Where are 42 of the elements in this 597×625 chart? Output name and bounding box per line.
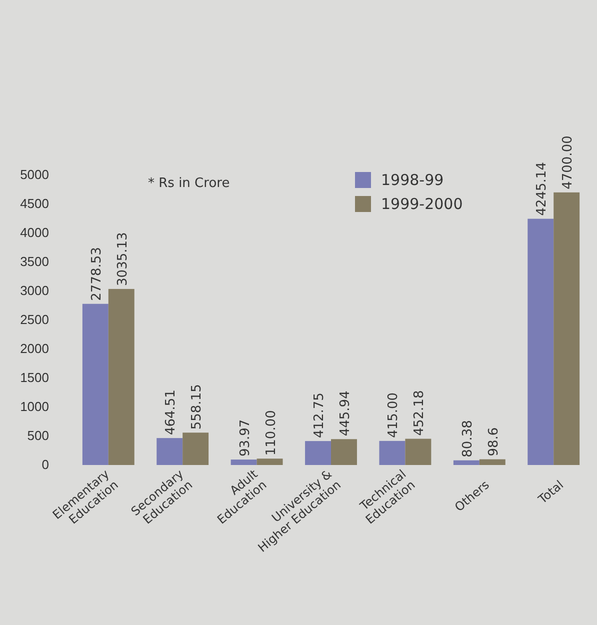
data-label: 558.15 — [190, 384, 205, 430]
bar — [528, 218, 554, 465]
data-label: 4245.14 — [534, 162, 550, 216]
y-tick-label: 500 — [27, 428, 49, 444]
legend-label: 1998-99 — [381, 171, 444, 189]
data-label: 110.00 — [264, 410, 279, 456]
data-label: 452.18 — [412, 390, 428, 436]
bar — [256, 458, 283, 465]
y-tick-label: 1000 — [20, 399, 49, 414]
data-label: 80.38 — [460, 420, 476, 458]
data-label: 3035.13 — [115, 232, 130, 286]
y-tick-label: 1500 — [20, 370, 49, 386]
bar — [182, 432, 209, 465]
bar — [479, 459, 506, 465]
bar — [156, 438, 183, 465]
y-tick-label: 3500 — [20, 254, 49, 270]
y-tick-label: 4000 — [20, 225, 49, 240]
bar — [82, 304, 108, 465]
data-label: 445.94 — [338, 390, 353, 436]
annotation: * Rs in Crore — [148, 176, 230, 191]
data-label: 412.75 — [312, 392, 328, 438]
bar — [405, 438, 432, 465]
bar — [379, 440, 406, 465]
bar — [230, 460, 257, 465]
y-tick-label: 2500 — [20, 312, 49, 328]
data-label: 2778.53 — [89, 247, 104, 301]
legend-label: 1999-2000 — [381, 195, 463, 213]
data-label: 415.00 — [386, 392, 402, 438]
y-tick-label: 5000 — [20, 167, 49, 182]
data-label: 4700.00 — [560, 136, 576, 190]
y-tick-label: 2000 — [20, 341, 49, 356]
data-label: 464.51 — [164, 390, 179, 436]
y-tick-label: 3000 — [20, 283, 49, 298]
bar — [305, 441, 331, 465]
bar — [453, 460, 480, 465]
data-label: 98.6 — [486, 427, 502, 456]
bar — [108, 288, 134, 465]
bar — [554, 192, 580, 465]
y-tick-label: 4500 — [20, 196, 49, 212]
bar — [331, 439, 357, 465]
y-tick-label: 0 — [42, 457, 49, 472]
data-label: 93.97 — [238, 419, 253, 457]
